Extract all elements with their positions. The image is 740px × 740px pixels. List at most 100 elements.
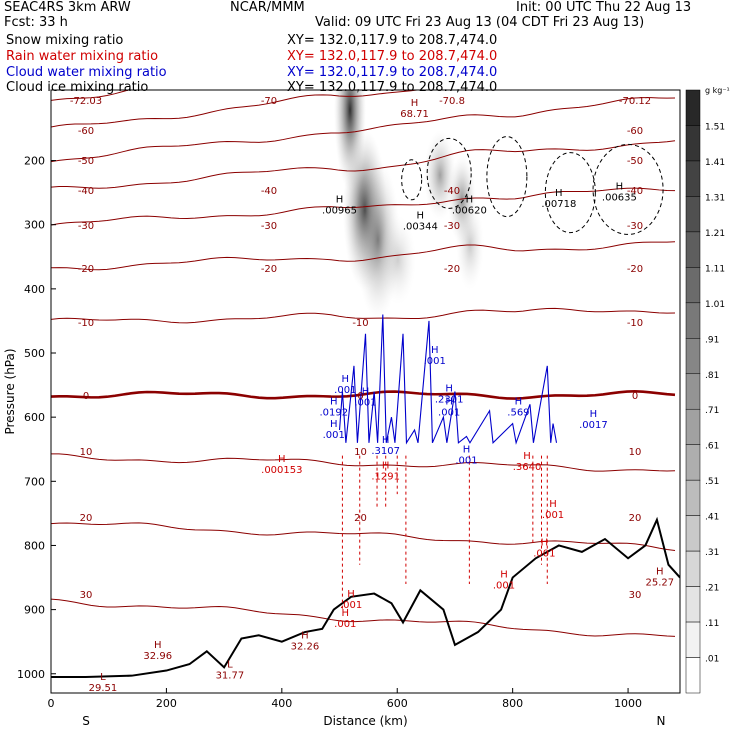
- cloud-ice-contour: [426, 137, 472, 209]
- extremum-value: .2301: [435, 395, 464, 406]
- isotherm--60: [51, 90, 421, 128]
- extremum-marker: H: [590, 409, 598, 420]
- colorbar-tick-label: 1.51: [705, 122, 725, 132]
- isotherm-label: 30: [80, 590, 93, 601]
- extremum-marker: H: [278, 454, 286, 465]
- colorbar-tick-label: .61: [705, 442, 719, 452]
- cloud-ice-contour: [544, 152, 596, 234]
- extremum-marker: H: [500, 570, 508, 581]
- extremum-value: .001: [340, 600, 362, 611]
- center-label: NCAR/MMM: [230, 0, 305, 15]
- colorbar-swatch: [685, 586, 701, 623]
- isotherm-label: -40: [444, 186, 460, 197]
- extremum-value: .3107: [371, 446, 400, 457]
- colorbar-tick-label: 1.11: [705, 264, 725, 274]
- isotherm--20: [51, 241, 676, 271]
- extremum-value: 31.77: [216, 670, 245, 681]
- isotherm-label: -70.12: [619, 96, 651, 107]
- extremum-marker: H: [330, 419, 338, 430]
- isotherm-label: -60: [627, 126, 643, 137]
- x-tick-label: 800: [502, 697, 523, 710]
- y-tick-label: 700: [24, 475, 45, 488]
- cloud-ice-contour: [486, 136, 528, 218]
- extremum-value: 32.96: [143, 651, 172, 662]
- extremum-marker: H: [463, 444, 471, 455]
- isotherm-label: -30: [444, 221, 460, 232]
- y-tick-label: 400: [24, 283, 45, 296]
- init-label: Init: 00 UTC Thu 22 Aug 13: [516, 0, 692, 15]
- isotherm-label: -10: [78, 318, 94, 329]
- colorbar-tick-label: .01: [705, 655, 719, 665]
- extremum-value: .569: [507, 407, 529, 418]
- colorbar-tick-label: 1.01: [705, 300, 725, 310]
- isotherm-label: -72.03: [70, 96, 102, 107]
- extremum-value: .001: [354, 398, 376, 409]
- field-name-snow: Snow mixing ratio: [6, 33, 124, 48]
- isotherm-label: 0: [83, 391, 89, 402]
- isotherm-label: -10: [627, 318, 643, 329]
- extremum-marker: L: [100, 672, 106, 683]
- hydrometeor-shading: [380, 215, 416, 305]
- isotherm-label: 10: [80, 447, 93, 458]
- isotherm-label: -40: [627, 186, 643, 197]
- colorbar-swatch: [685, 338, 701, 375]
- extremum-value: .001: [424, 356, 446, 367]
- extremum-marker: H: [417, 210, 425, 221]
- field-xy-snow: XY= 132.0,117.9 to 208.7,474.0: [287, 33, 498, 48]
- extremum-value: .001: [334, 619, 356, 630]
- isotherm--70: [51, 90, 131, 101]
- colorbar-swatch: [685, 89, 701, 126]
- colorbar-swatch: [685, 267, 701, 304]
- isotherm-label: -30: [627, 221, 643, 232]
- extremum-marker: H: [362, 387, 370, 398]
- x-tick-label: 1000: [614, 697, 642, 710]
- extremum-value: .001: [323, 430, 345, 441]
- isotherm-label: 10: [354, 447, 367, 458]
- north-label: N: [657, 714, 666, 728]
- extremum-value: .1291: [371, 471, 400, 482]
- extremum-marker: H: [523, 451, 531, 462]
- extremum-value: .001: [438, 407, 460, 418]
- x-tick-label: 0: [48, 697, 55, 710]
- extremum-value: .00635: [602, 192, 637, 203]
- y-axis-label: Pressure (hPa): [3, 348, 17, 434]
- extremum-value: 25.27: [645, 577, 674, 588]
- extremum-marker: H: [431, 345, 439, 356]
- y-tick-label: 900: [24, 604, 45, 617]
- extremum-marker: H: [549, 499, 557, 510]
- y-tick-label: 1000: [17, 668, 45, 681]
- field-name-cloud-ice: Cloud ice mixing ratio: [6, 80, 149, 95]
- colorbar-swatch: [685, 444, 701, 481]
- isotherm-label: -70: [261, 96, 277, 107]
- south-label: S: [82, 714, 90, 728]
- y-tick-label: 800: [24, 539, 45, 552]
- extremum-value: .001: [493, 581, 515, 592]
- colorbar-tick-label: .41: [705, 513, 719, 523]
- extremum-value: .0192: [319, 407, 348, 418]
- colorbar-tick-label: .91: [705, 335, 719, 345]
- extremum-marker: H: [656, 566, 664, 577]
- colorbar-tick-label: .51: [705, 477, 719, 487]
- cloud-water-contour: [338, 314, 558, 445]
- extremum-value: .001: [455, 455, 477, 466]
- isotherm-label: 20: [354, 513, 367, 524]
- isotherm-label: 20: [80, 513, 93, 524]
- colorbar-tick-label: .21: [705, 584, 719, 594]
- colorbar-swatch: [685, 373, 701, 410]
- extremum-value: .00344: [403, 221, 438, 232]
- isotherm-label: -20: [444, 264, 460, 275]
- colorbar-swatch: [685, 550, 701, 587]
- extremum-value: .00965: [322, 205, 357, 216]
- extremum-value: .0017: [579, 420, 608, 431]
- extremum-value: .001: [542, 510, 564, 521]
- isotherm-label: -30: [78, 221, 94, 232]
- y-tick-label: 200: [24, 155, 45, 168]
- x-tick-label: 600: [387, 697, 408, 710]
- y-tick-label: 600: [24, 411, 45, 424]
- isotherm-label: 20: [629, 513, 642, 524]
- colorbar-swatch: [685, 196, 701, 233]
- colorbar-swatch: [685, 621, 701, 658]
- isotherm-label: 10: [629, 447, 642, 458]
- colorbar-tick-label: .31: [705, 548, 719, 558]
- cloud-ice-contour: [401, 159, 423, 201]
